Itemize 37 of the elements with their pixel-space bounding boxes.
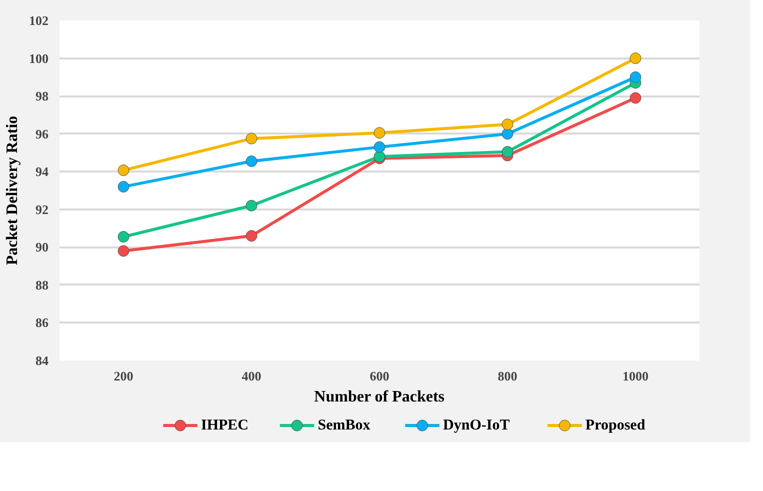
- point: [246, 155, 258, 167]
- point: [502, 146, 514, 158]
- point: [502, 128, 514, 140]
- y-tick-label: 86: [36, 315, 49, 330]
- point: [630, 71, 642, 83]
- point: [630, 52, 642, 64]
- legend-label: SemBox: [318, 418, 371, 434]
- point: [118, 164, 130, 176]
- y-tick-label: 90: [36, 240, 48, 255]
- legend-label: Proposed: [585, 418, 646, 434]
- x-tick-label: 400: [242, 368, 262, 384]
- y-tick-label: 96: [36, 126, 49, 142]
- point: [374, 127, 386, 139]
- point: [630, 92, 642, 104]
- y-tick-label: 102: [29, 13, 48, 28]
- point: [246, 200, 258, 212]
- point: [118, 231, 130, 243]
- x-tick-label: 200: [114, 368, 134, 384]
- y-axis-title: Packet Delivery Ratio: [4, 116, 21, 266]
- point: [374, 141, 386, 153]
- point: [246, 132, 258, 144]
- y-tick-label: 92: [36, 202, 48, 217]
- y-tick-label: 88: [36, 277, 49, 292]
- y-tick-label: 84: [36, 353, 49, 368]
- point: [246, 230, 258, 242]
- x-tick-label: 1000: [622, 368, 648, 384]
- point: [502, 118, 514, 130]
- y-tick-label: 98: [36, 88, 49, 104]
- legend-label: DynO-IoT: [443, 418, 510, 434]
- y-tick-label: 100: [29, 50, 48, 66]
- point: [118, 245, 130, 257]
- legend-label: IHPEC: [201, 418, 249, 434]
- point: [118, 180, 130, 192]
- x-tick-label: 800: [498, 368, 518, 384]
- x-axis-title: Number of Packets: [314, 388, 445, 406]
- y-tick-label: 94: [36, 164, 49, 180]
- x-tick-label: 600: [370, 368, 390, 384]
